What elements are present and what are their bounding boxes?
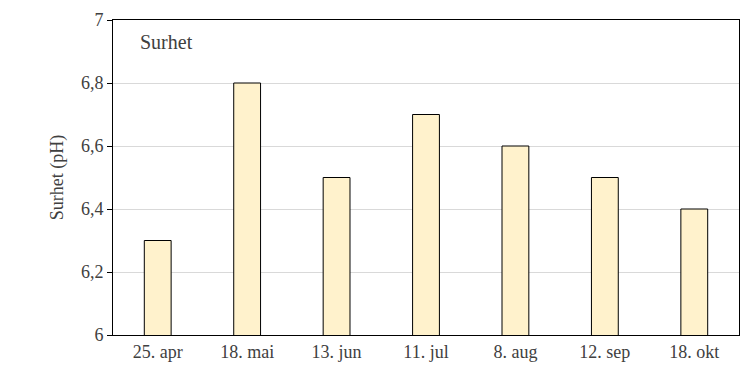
svg-text:7: 7 [94, 10, 103, 30]
svg-text:6,6: 6,6 [81, 136, 104, 156]
svg-text:8. aug: 8. aug [493, 342, 537, 362]
svg-text:Surhet: Surhet [140, 31, 193, 53]
svg-text:13. jun: 13. jun [312, 342, 362, 362]
svg-text:6,8: 6,8 [81, 73, 104, 93]
svg-text:12. sep: 12. sep [579, 342, 630, 362]
svg-text:6: 6 [94, 325, 103, 345]
svg-text:Surhet (pH): Surhet (pH) [47, 135, 68, 220]
svg-text:18. okt: 18. okt [669, 342, 719, 362]
svg-text:18. mai: 18. mai [220, 342, 274, 362]
svg-text:6,4: 6,4 [81, 199, 104, 219]
svg-text:6,2: 6,2 [81, 262, 104, 282]
svg-text:11. jul: 11. jul [403, 342, 448, 362]
svg-text:25. apr: 25. apr [133, 342, 183, 362]
